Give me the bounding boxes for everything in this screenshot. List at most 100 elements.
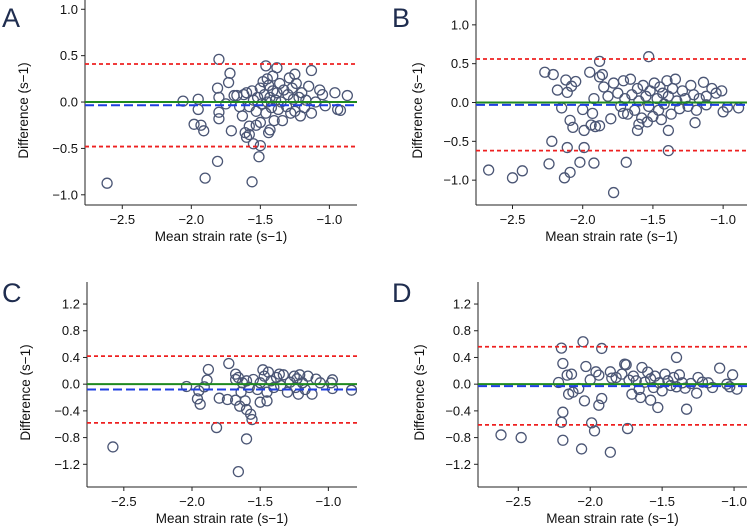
y-tick-label: −0.4	[445, 403, 471, 418]
data-point	[693, 92, 705, 105]
data-point	[303, 80, 315, 92]
data-point	[564, 114, 576, 127]
data-point	[316, 88, 329, 101]
data-point	[700, 90, 712, 102]
data-point	[596, 68, 609, 81]
x-tick-label: −2.0	[178, 212, 204, 227]
data-point	[260, 107, 272, 119]
x-axis-title: Mean strain rate (s−1)	[155, 229, 287, 244]
data-point	[662, 124, 675, 137]
data-point	[515, 431, 527, 444]
plot-area	[87, 355, 357, 478]
data-point	[680, 403, 693, 415]
y-axis-title: Difference (s−1)	[412, 344, 427, 440]
x-tick-label: −1.5	[649, 494, 675, 509]
data-point	[211, 82, 224, 94]
x-tick-label: −1.0	[721, 494, 747, 509]
data-point	[670, 351, 683, 364]
data-point	[593, 55, 606, 67]
data-point	[305, 64, 318, 77]
data-point	[652, 104, 665, 116]
data-point	[236, 110, 249, 122]
data-point	[260, 60, 272, 72]
x-tick-label: −2.0	[570, 212, 596, 227]
data-point	[273, 368, 285, 380]
data-point	[220, 98, 232, 110]
y-tick-label: −1.0	[52, 187, 78, 202]
data-point	[604, 366, 616, 378]
data-point	[661, 75, 673, 87]
data-point	[213, 106, 225, 118]
data-point	[495, 429, 507, 441]
data-point	[685, 79, 697, 92]
x-tick-label: −2.5	[111, 494, 137, 509]
data-point	[652, 401, 664, 414]
data-point	[232, 465, 245, 478]
data-point	[644, 394, 657, 406]
data-point	[253, 151, 265, 163]
data-point	[570, 75, 582, 88]
data-point	[617, 107, 630, 120]
data-point	[292, 388, 305, 400]
y-tick-label: 1.2	[453, 297, 471, 312]
y-tick-label: −0.4	[54, 403, 80, 418]
data-point	[180, 380, 193, 393]
x-tick-label: −1.5	[640, 212, 666, 227]
data-point	[262, 126, 275, 139]
y-tick-label: −0.8	[445, 430, 471, 445]
x-tick-label: −1.0	[710, 212, 736, 227]
data-point	[626, 89, 638, 101]
data-point	[272, 103, 284, 116]
x-tick-label: −1.5	[247, 494, 273, 509]
data-point	[666, 82, 679, 95]
y-tick-label: 0.8	[62, 323, 80, 338]
data-point	[211, 155, 224, 168]
data-point	[673, 369, 686, 381]
data-point	[345, 384, 357, 396]
data-point	[560, 74, 572, 86]
data-point	[557, 357, 569, 370]
data-point	[296, 377, 309, 389]
data-point	[578, 124, 590, 137]
y-axis-title: Difference (s−1)	[410, 62, 425, 158]
y-tick-label: 1.0	[60, 2, 78, 17]
data-point	[261, 395, 273, 407]
data-point	[551, 84, 564, 96]
data-point	[188, 118, 200, 130]
data-point	[281, 386, 294, 398]
data-point	[565, 368, 578, 380]
data-point	[577, 103, 589, 116]
data-point	[697, 76, 710, 88]
data-point	[235, 386, 247, 398]
data-point	[325, 377, 337, 389]
data-point	[577, 336, 589, 348]
panel-letter: B	[392, 3, 410, 33]
data-point	[250, 119, 262, 131]
data-point	[265, 375, 277, 387]
data-point	[552, 376, 565, 389]
data-point	[192, 103, 204, 116]
data-point	[228, 89, 240, 102]
data-point	[225, 125, 238, 137]
y-axis-title: Difference (s−1)	[16, 62, 31, 158]
data-point	[654, 81, 666, 93]
panel-a: A 1.0 0.5 0.0 −0.5 −1.0 −2.5 −2.0 −1.5 −1.0 Mean s…	[2, 0, 357, 244]
y-tick-label: −0.8	[54, 430, 80, 445]
data-point	[202, 363, 215, 376]
data-point	[287, 93, 300, 105]
y-tick-label: −1.2	[54, 457, 80, 472]
data-point	[306, 388, 318, 400]
y-tick-label: 0.0	[451, 95, 469, 110]
data-point	[602, 90, 614, 102]
data-point	[561, 369, 573, 381]
data-point	[257, 364, 269, 376]
data-point	[294, 369, 306, 381]
data-point	[580, 360, 592, 373]
panel-letter: C	[2, 278, 22, 308]
y-tick-label: 0.4	[62, 350, 80, 365]
data-point	[198, 381, 210, 393]
x-tick-label: −1.0	[317, 212, 343, 227]
data-point	[231, 89, 243, 102]
y-tick-label: 0.0	[453, 377, 471, 392]
data-point	[676, 85, 689, 97]
